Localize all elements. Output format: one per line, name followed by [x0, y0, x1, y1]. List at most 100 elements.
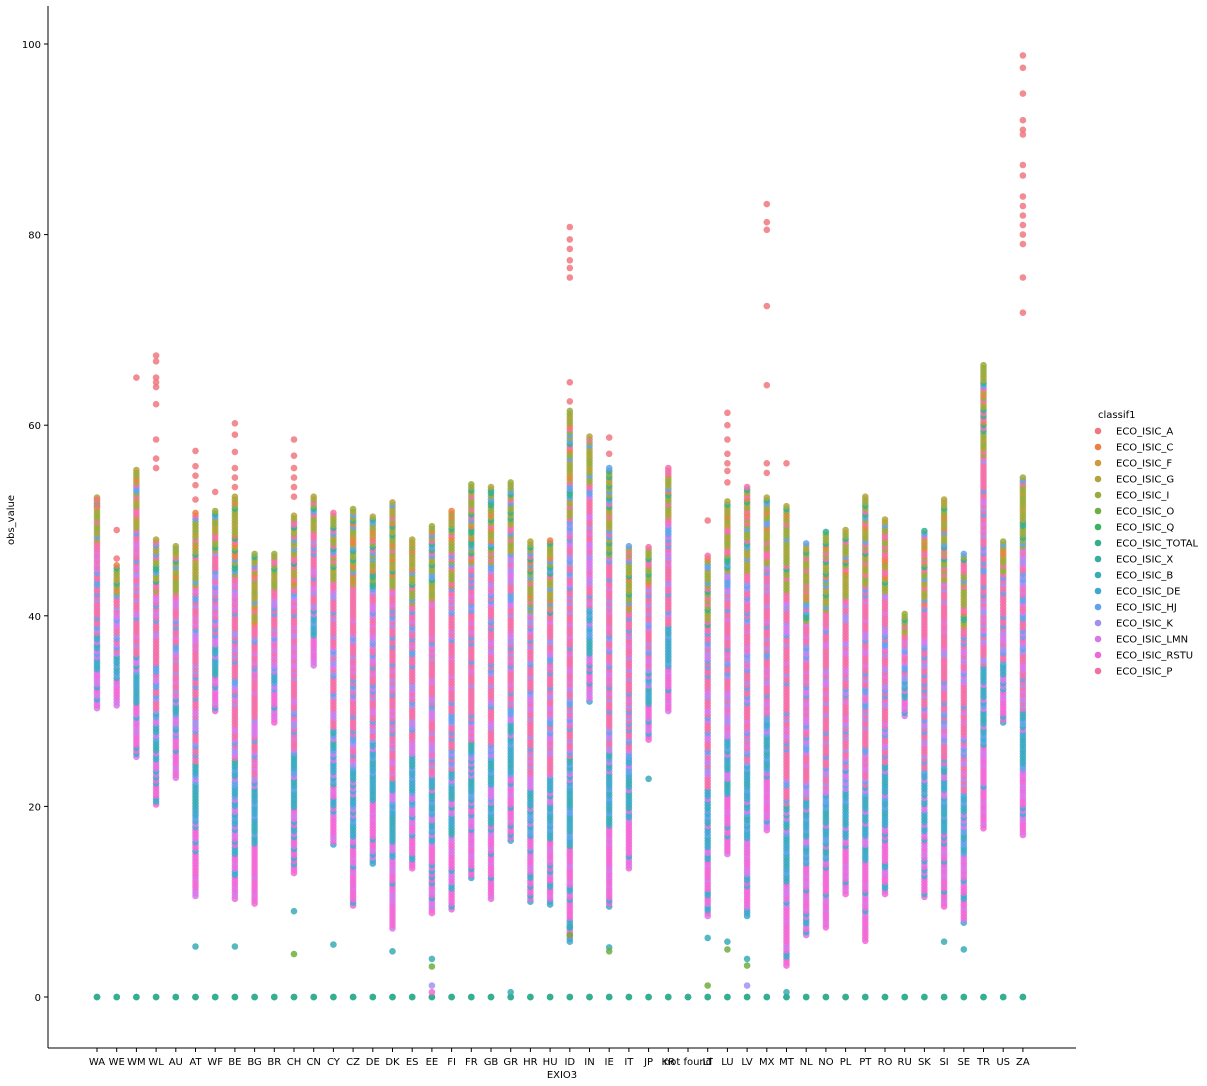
data-point — [192, 462, 199, 470]
data-point — [231, 448, 239, 456]
data-point — [743, 955, 751, 963]
data-point — [290, 950, 298, 958]
data-point — [310, 493, 318, 501]
data-point — [152, 436, 160, 443]
data-point — [940, 993, 948, 1001]
data-point — [231, 420, 239, 427]
data-point — [881, 993, 889, 1001]
data-point — [586, 433, 593, 440]
data-point — [290, 464, 298, 472]
data-point — [93, 502, 101, 510]
data-point — [842, 993, 849, 1001]
data-point — [133, 374, 140, 381]
data-point — [763, 469, 771, 477]
data-point — [822, 528, 830, 536]
data-point — [152, 374, 160, 381]
data-point — [192, 509, 199, 517]
data-point — [566, 223, 574, 231]
data-point — [448, 993, 455, 1001]
data-point — [231, 474, 239, 481]
data-point — [901, 610, 908, 618]
data-point — [862, 493, 869, 501]
data-point — [310, 993, 318, 1001]
data-point — [566, 993, 574, 1001]
data-point — [645, 993, 652, 1001]
data-point — [290, 512, 298, 519]
data-point — [527, 993, 534, 1001]
data-point — [724, 436, 731, 443]
data-point — [783, 988, 790, 996]
data-point — [152, 352, 160, 359]
data-point — [133, 466, 140, 474]
data-point — [763, 993, 771, 1001]
data-point — [290, 436, 298, 443]
data-point — [152, 358, 160, 365]
data-point — [822, 993, 830, 1001]
data-point — [566, 379, 574, 386]
data-point — [389, 993, 396, 1001]
data-point — [113, 555, 120, 562]
data-point — [290, 493, 298, 501]
data-point — [704, 982, 711, 989]
data-point — [192, 472, 199, 480]
data-point — [192, 496, 199, 503]
data-point — [172, 993, 180, 1001]
data-point — [231, 431, 239, 439]
data-point — [625, 542, 633, 550]
data-point — [487, 483, 495, 491]
data-point — [152, 455, 160, 462]
data-point — [763, 494, 771, 501]
data-point — [172, 542, 180, 550]
data-point — [724, 993, 731, 1001]
data-point — [507, 988, 514, 996]
data-point — [605, 434, 613, 441]
data-point — [724, 409, 731, 417]
data-point — [743, 483, 751, 491]
data-point — [330, 941, 337, 948]
data-point — [665, 993, 672, 1001]
data-point — [152, 383, 160, 391]
data-point — [251, 993, 258, 1001]
data-point — [566, 931, 574, 939]
data-point — [724, 421, 731, 429]
data-point — [231, 483, 239, 491]
data-point — [330, 509, 337, 517]
data-point — [743, 962, 751, 969]
data-point — [93, 496, 101, 503]
data-point — [428, 963, 436, 970]
data-point — [192, 993, 199, 1001]
data-point — [783, 502, 790, 510]
data-point — [724, 467, 731, 475]
data-point — [152, 400, 160, 408]
data-point — [763, 200, 771, 208]
data-point — [704, 517, 711, 524]
data-point — [763, 381, 771, 389]
data-point — [802, 540, 810, 547]
data-point — [724, 946, 731, 953]
data-point — [152, 993, 160, 1001]
data-point — [763, 218, 771, 226]
data-point — [704, 993, 711, 1001]
data-point — [192, 447, 199, 455]
data-point — [684, 993, 692, 1001]
data-point — [152, 379, 160, 386]
data-point — [290, 483, 298, 491]
data-point — [586, 993, 593, 1001]
data-point — [566, 245, 574, 253]
data-point — [881, 516, 889, 523]
data-point — [231, 493, 239, 501]
data-point — [113, 526, 120, 534]
data-point — [152, 464, 160, 472]
data-point — [566, 924, 574, 931]
data-point — [625, 993, 633, 1001]
data-point — [152, 536, 160, 543]
data-point — [290, 907, 298, 915]
data-point — [231, 993, 239, 1001]
data-point — [192, 481, 199, 489]
data-point — [743, 993, 751, 1001]
data-point — [271, 993, 278, 1001]
data-point — [645, 775, 652, 783]
data-point — [763, 302, 771, 310]
data-point — [408, 536, 416, 543]
